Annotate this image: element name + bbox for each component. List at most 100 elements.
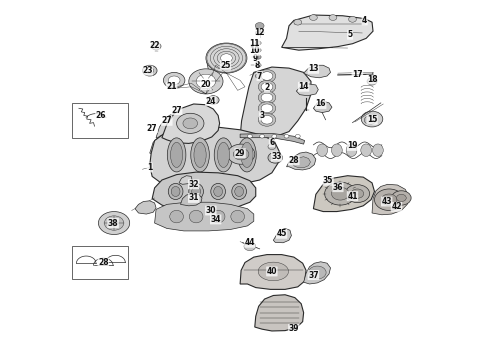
Circle shape (261, 72, 273, 80)
Text: 9: 9 (252, 54, 257, 63)
Text: 13: 13 (308, 64, 318, 73)
Text: 16: 16 (316, 99, 326, 108)
Circle shape (255, 23, 264, 29)
Text: 6: 6 (269, 138, 274, 147)
Circle shape (351, 189, 364, 198)
Circle shape (255, 48, 261, 52)
Circle shape (183, 118, 197, 129)
Circle shape (255, 41, 261, 45)
Text: 32: 32 (189, 180, 199, 189)
Polygon shape (314, 176, 374, 212)
Text: 42: 42 (391, 202, 402, 211)
Circle shape (258, 80, 276, 93)
Circle shape (268, 144, 276, 149)
Circle shape (367, 78, 377, 85)
Polygon shape (179, 176, 192, 184)
Circle shape (189, 69, 223, 94)
Text: 14: 14 (298, 82, 309, 91)
Text: 41: 41 (347, 192, 358, 201)
Ellipse shape (189, 183, 203, 199)
Ellipse shape (170, 210, 183, 223)
Polygon shape (150, 127, 279, 186)
Ellipse shape (331, 144, 342, 157)
Polygon shape (240, 134, 305, 144)
Polygon shape (304, 65, 331, 78)
Text: 31: 31 (189, 193, 199, 202)
Text: 35: 35 (323, 176, 333, 185)
Text: 38: 38 (108, 219, 119, 228)
Bar (72, 246, 128, 279)
Circle shape (151, 42, 161, 50)
Circle shape (143, 65, 157, 76)
Circle shape (329, 15, 337, 21)
Circle shape (272, 134, 277, 138)
Circle shape (361, 111, 383, 127)
Ellipse shape (211, 183, 225, 199)
Polygon shape (155, 202, 254, 231)
Ellipse shape (361, 144, 371, 157)
Polygon shape (207, 49, 225, 72)
Text: 22: 22 (149, 41, 160, 50)
Text: 8: 8 (254, 61, 260, 70)
Circle shape (146, 68, 154, 73)
Polygon shape (314, 101, 332, 113)
Circle shape (348, 17, 356, 22)
Polygon shape (296, 84, 318, 96)
Text: 4: 4 (362, 16, 368, 25)
Text: 18: 18 (367, 75, 377, 84)
Ellipse shape (317, 144, 328, 157)
Circle shape (244, 242, 256, 251)
Ellipse shape (218, 142, 230, 167)
Text: 1: 1 (147, 163, 152, 172)
Text: 37: 37 (308, 270, 318, 279)
Polygon shape (240, 67, 311, 137)
Circle shape (396, 194, 406, 202)
Ellipse shape (372, 144, 383, 157)
Circle shape (261, 104, 273, 113)
Text: 43: 43 (381, 197, 392, 206)
Text: 44: 44 (245, 238, 255, 247)
Circle shape (206, 43, 247, 73)
Circle shape (331, 187, 349, 200)
Polygon shape (150, 132, 189, 156)
Circle shape (381, 194, 397, 206)
Ellipse shape (231, 210, 245, 223)
Text: 21: 21 (167, 82, 177, 91)
Text: 2: 2 (265, 83, 270, 92)
Polygon shape (282, 15, 373, 50)
Circle shape (345, 185, 369, 203)
Text: 12: 12 (254, 28, 265, 37)
Text: 24: 24 (205, 96, 216, 105)
Ellipse shape (189, 210, 203, 223)
Circle shape (207, 96, 219, 104)
Polygon shape (216, 47, 233, 67)
Circle shape (233, 148, 249, 160)
Circle shape (261, 116, 273, 124)
Circle shape (163, 72, 185, 88)
Ellipse shape (258, 262, 289, 281)
Text: 28: 28 (98, 258, 109, 267)
Ellipse shape (241, 142, 253, 167)
Text: 7: 7 (257, 72, 262, 81)
Text: 25: 25 (220, 61, 231, 70)
Circle shape (284, 134, 289, 138)
Polygon shape (273, 228, 292, 243)
Circle shape (295, 134, 300, 138)
Circle shape (271, 155, 279, 161)
Circle shape (258, 69, 276, 82)
Text: 27: 27 (162, 116, 172, 125)
Polygon shape (162, 104, 220, 143)
Circle shape (168, 76, 180, 85)
Text: 34: 34 (210, 215, 221, 224)
Circle shape (196, 74, 216, 89)
Polygon shape (135, 201, 156, 214)
Ellipse shape (214, 138, 233, 172)
Polygon shape (293, 157, 311, 168)
Text: 23: 23 (142, 66, 152, 75)
Circle shape (247, 134, 252, 138)
Ellipse shape (191, 138, 209, 172)
Polygon shape (152, 172, 256, 211)
Text: 45: 45 (276, 229, 287, 238)
Ellipse shape (171, 186, 180, 197)
Circle shape (392, 191, 411, 205)
